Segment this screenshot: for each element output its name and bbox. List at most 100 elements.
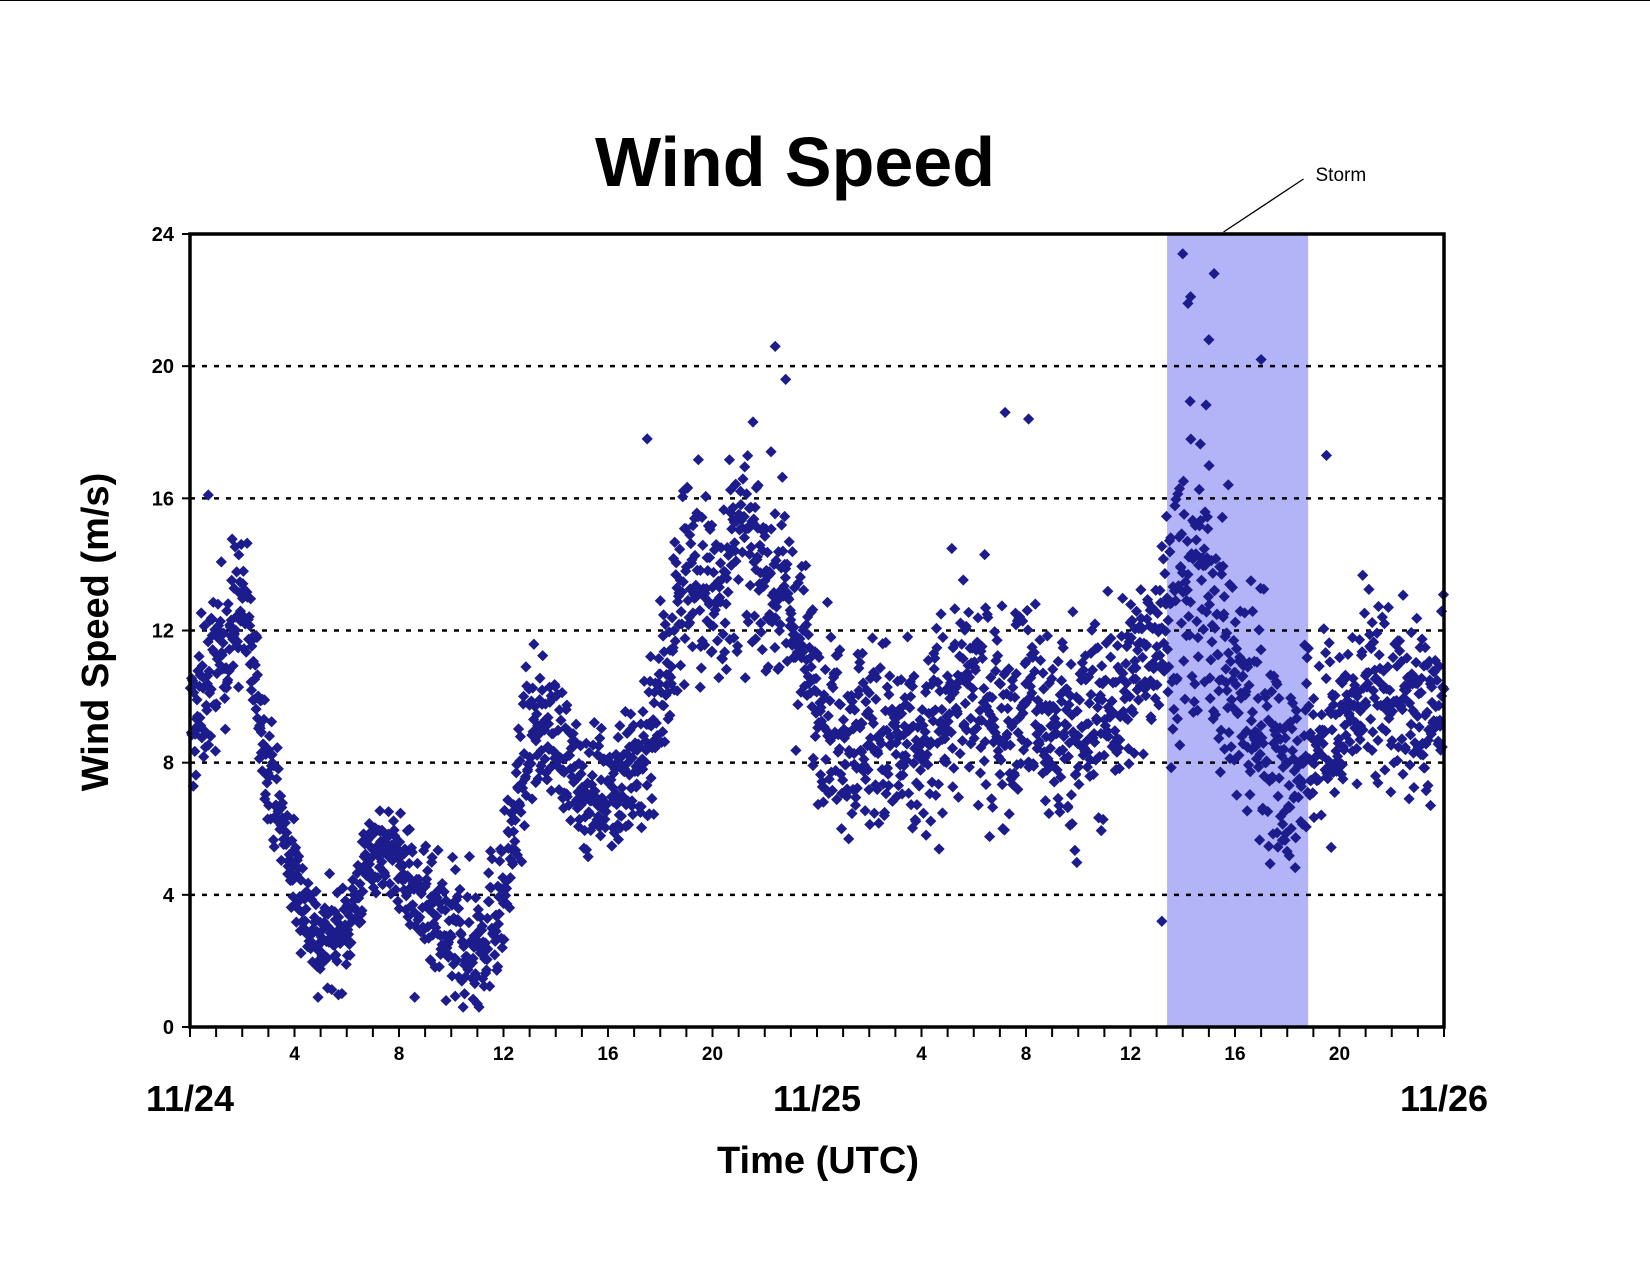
- data-point-1131: [730, 478, 742, 490]
- data-point-1878: [1090, 754, 1102, 766]
- data-point-1468: [892, 779, 905, 792]
- data-point-2052: [1174, 739, 1186, 751]
- data-point-1042: [687, 520, 699, 532]
- data-point-1649: [979, 602, 992, 614]
- data-point-1950: [1125, 598, 1137, 611]
- data-point-550: [449, 864, 461, 876]
- data-point-2199: [1245, 575, 1257, 587]
- data-point-96: [231, 566, 243, 578]
- data-point-1406: [862, 705, 875, 718]
- data-point-333: [345, 937, 357, 949]
- data-point-1285: [804, 652, 816, 664]
- data-point-1137: [732, 573, 745, 586]
- data-point-2589: [1433, 699, 1445, 712]
- data-point-1221: [773, 661, 785, 673]
- data-point-1864: [1083, 697, 1095, 709]
- data-point-2355: [1320, 672, 1332, 685]
- data-point-414: [384, 878, 396, 890]
- data-point-2092: [1193, 483, 1205, 496]
- data-point-728: [535, 744, 547, 757]
- data-point-2291: [1289, 862, 1301, 874]
- data-point-2389: [1336, 759, 1348, 771]
- data-point-853: [595, 722, 608, 734]
- data-point-605: [476, 920, 488, 932]
- data-point-710: [527, 682, 539, 694]
- data-point-1517: [916, 737, 928, 749]
- data-point-846: [592, 810, 604, 822]
- data-point-2331: [1308, 758, 1320, 770]
- data-point-2234: [1262, 805, 1274, 818]
- data-point-2242: [1266, 685, 1278, 698]
- data-point-213: [287, 891, 299, 903]
- data-point-1041: [686, 641, 699, 653]
- data-point-1229: [777, 545, 789, 557]
- data-point-809: [574, 740, 587, 752]
- data-point-2074: [1184, 596, 1197, 608]
- data-point-511: [431, 910, 443, 922]
- data-point-393: [374, 805, 386, 817]
- data-point-1801: [1053, 799, 1065, 812]
- data-point-2430: [1356, 646, 1368, 658]
- data-point-909: [622, 819, 635, 831]
- data-point-602: [474, 911, 487, 923]
- data-point-639: [492, 918, 505, 930]
- data-point-2029: [1163, 661, 1175, 673]
- data-point-1741: [1024, 691, 1036, 703]
- data-point-1444: [881, 724, 893, 736]
- data-point-62: [214, 659, 226, 671]
- data-point-1799: [1052, 792, 1064, 805]
- data-point-1666: [987, 736, 1000, 748]
- data-point-2600: [202, 489, 214, 501]
- data-point-1240: [782, 587, 794, 600]
- data-point-1581: [947, 781, 959, 793]
- data-point-1989: [1144, 620, 1156, 632]
- data-point-1228: [776, 471, 788, 483]
- data-point-2086: [1190, 534, 1202, 546]
- data-point-128: [246, 640, 258, 652]
- data-point-173: [268, 760, 280, 772]
- data-point-2024: [1160, 510, 1173, 522]
- data-point-1651: [981, 700, 993, 713]
- data-point-2494: [1387, 651, 1399, 664]
- data-point-669: [507, 856, 519, 868]
- data-point-1315: [818, 721, 830, 733]
- data-point-1498: [906, 822, 919, 834]
- data-point-2462: [1372, 777, 1384, 789]
- data-point-529: [439, 904, 451, 916]
- data-point-1626: [968, 656, 981, 668]
- data-point-2049: [1172, 580, 1185, 592]
- data-point-1276: [800, 559, 812, 572]
- data-point-2442: [1362, 677, 1374, 690]
- data-point-727: [535, 760, 547, 772]
- data-point-421: [387, 815, 400, 827]
- data-point-863: [600, 806, 612, 818]
- data-point-1773: [1039, 795, 1052, 807]
- data-point-2520: [1399, 744, 1412, 756]
- data-point-813: [576, 760, 589, 772]
- data-point-1753: [1029, 719, 1042, 731]
- data-point-1623: [967, 683, 979, 695]
- data-point-2040: [1168, 703, 1180, 716]
- data-point-1400: [859, 773, 872, 785]
- data-point-2487: [1384, 684, 1396, 696]
- data-point-569: [458, 988, 471, 1000]
- data-point-2346: [1316, 709, 1328, 721]
- data-point-1981: [1140, 690, 1152, 702]
- data-point-1895: [1098, 749, 1110, 762]
- data-point-488: [420, 840, 432, 852]
- data-point-516: [433, 961, 445, 973]
- data-point-2196: [1243, 656, 1255, 668]
- data-point-1112: [720, 663, 732, 675]
- data-point-2458: [1369, 770, 1382, 782]
- data-point-2075: [1185, 433, 1197, 445]
- data-point-687: [516, 856, 528, 868]
- data-point-1961: [1130, 662, 1142, 674]
- data-point-2068: [1181, 535, 1194, 547]
- data-point-2615: [440, 994, 452, 1007]
- data-point-1585: [949, 603, 961, 615]
- data-point-1679: [994, 768, 1006, 781]
- data-point-606: [477, 972, 489, 985]
- data-point-1557: [935, 608, 947, 620]
- data-point-944: [640, 735, 652, 747]
- data-point-324: [341, 934, 353, 946]
